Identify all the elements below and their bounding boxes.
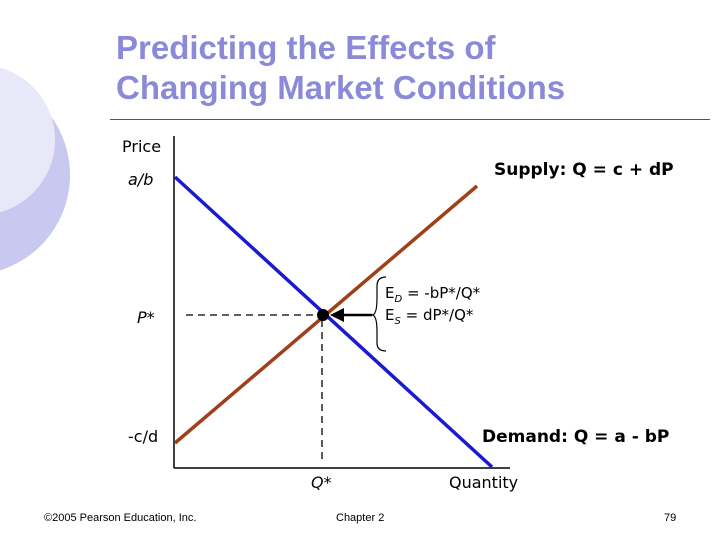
es-subscript: S xyxy=(394,316,401,327)
ed-prefix: E xyxy=(385,284,395,302)
demand-curve-label: Demand: Q = a - bP xyxy=(482,427,670,447)
supply-elasticity-label: ES = dP*/Q* xyxy=(385,306,473,327)
elasticity-brace xyxy=(371,276,387,352)
es-prefix: E xyxy=(385,306,395,324)
title-divider xyxy=(110,119,710,120)
es-formula: = dP*/Q* xyxy=(400,306,474,324)
supply-intercept-label: -c/d xyxy=(128,427,159,446)
equilibrium-quantity-label: Q* xyxy=(311,473,332,492)
ed-formula: = -bP*/Q* xyxy=(402,284,481,302)
y-axis-label: Price xyxy=(122,137,162,156)
ed-subscript: D xyxy=(394,294,403,305)
title-line-1: Predicting the Effects of xyxy=(116,29,496,66)
equilibrium-price-label: P* xyxy=(137,308,155,327)
footer-copyright: ©2005 Pearson Education, Inc. xyxy=(44,512,197,524)
equilibrium-arrow-head xyxy=(330,308,344,322)
equilibrium-point xyxy=(317,309,329,321)
footer-page-number: 79 xyxy=(664,512,677,524)
x-axis-label: Quantity xyxy=(449,473,519,492)
footer-chapter: Chapter 2 xyxy=(336,512,385,524)
demand-elasticity-label: ED = -bP*/Q* xyxy=(385,284,480,305)
slide-title: Predicting the Effects of Changing Marke… xyxy=(116,28,706,108)
deco-circle-front xyxy=(0,67,55,213)
demand-intercept-label: a/b xyxy=(128,170,154,189)
title-line-2: Changing Market Conditions xyxy=(116,69,566,106)
demand-curve xyxy=(173,175,494,469)
supply-curve-label: Supply: Q = c + dP xyxy=(494,160,674,180)
